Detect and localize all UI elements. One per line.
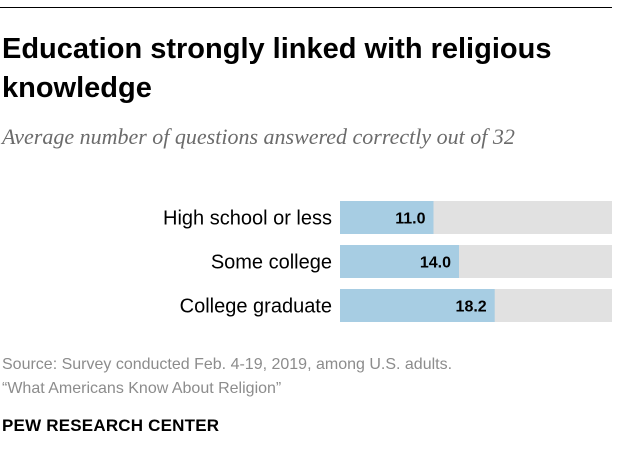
bar-chart: High school or less 11.0 Some college 14.0 C… [163,201,612,322]
value-label-college-graduate: 18.2 [456,299,487,316]
chart-subtitle: Average number of questions answered cor… [2,124,515,149]
bar-high-school-or-less [340,201,434,234]
value-label-high-school-or-less: 11.0 [395,211,425,228]
source-line-1: Source: Survey conducted Feb. 4-19, 2019… [2,356,453,373]
category-label-some-college: Some college [211,252,332,274]
category-label-college-graduate: College graduate [180,296,332,318]
category-label-high-school-or-less: High school or less [163,208,332,230]
bar-college-graduate [340,289,495,322]
top-rule [0,7,612,8]
bar-some-college [340,245,459,278]
source-note: Source: Survey conducted Feb. 4-19, 2019… [2,353,452,401]
source-line-2: “What Americans Know About Religion” [2,380,282,397]
chart-title: Education strongly linked with religious… [2,33,552,104]
value-label-some-college: 14.0 [420,255,451,272]
brand-name: PEW RESEARCH CENTER [2,416,220,435]
